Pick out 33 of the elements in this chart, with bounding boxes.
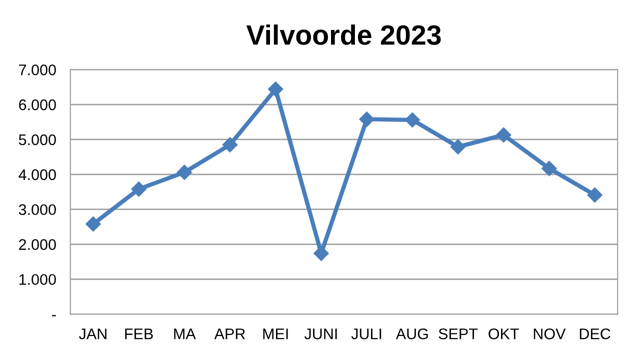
point — [450, 139, 466, 154]
x-tick-label: DEC — [580, 328, 610, 340]
point — [314, 246, 329, 261]
point — [131, 182, 146, 197]
x-tick-label: AUG — [396, 328, 428, 340]
point — [404, 112, 420, 128]
x-tick-label: SEPT — [438, 328, 478, 340]
x-tick-label: JAN — [79, 328, 106, 340]
y-tick-label: 5.000 — [18, 134, 56, 146]
point — [359, 112, 374, 127]
point — [542, 160, 557, 176]
point — [268, 82, 284, 97]
y-tick-label: 3.000 — [18, 204, 56, 216]
x-tick-label: NOV — [534, 328, 566, 340]
y-tick-label: 2.000 — [19, 239, 56, 250]
x-tick-label: APR — [214, 328, 245, 340]
y-tick-label: 6.000 — [19, 99, 56, 110]
y-tick-label: - — [52, 315, 56, 316]
y-tick-label: 4.000 — [18, 169, 56, 180]
x-tick-label: OKT — [488, 328, 519, 340]
point — [222, 137, 238, 152]
y-tick-label: 1.000 — [19, 274, 56, 285]
point — [496, 127, 512, 143]
point — [587, 187, 602, 203]
x-tick-label: JULI — [351, 328, 382, 340]
point — [176, 164, 192, 180]
chart-title: Vilvoorde 2023 — [246, 24, 441, 45]
x-tick-label: JUNI — [304, 328, 337, 340]
point — [86, 216, 101, 232]
y-tick-label: 7.000 — [19, 64, 56, 76]
x-tick-label: FEB — [125, 328, 153, 340]
x-tick-label: MEI — [263, 328, 288, 340]
x-tick-label: MA — [174, 328, 196, 340]
